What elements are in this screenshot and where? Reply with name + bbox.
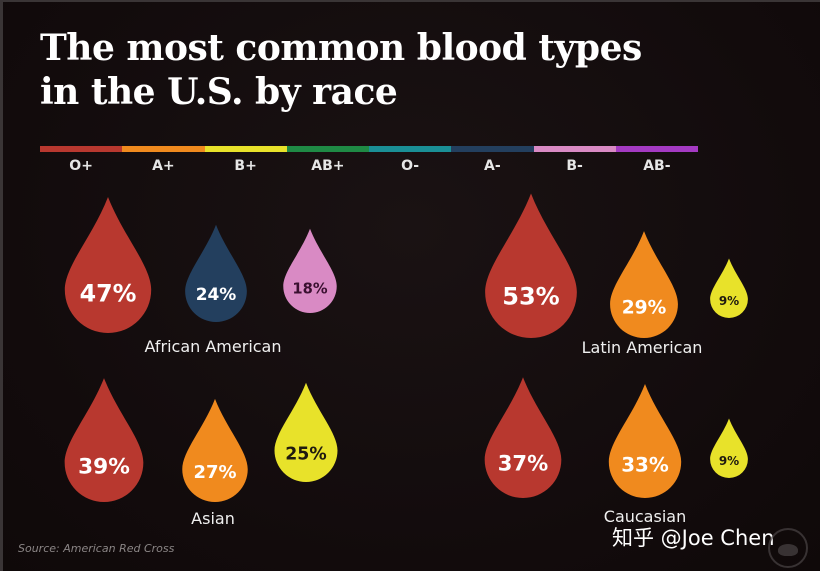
frame-border-left — [0, 0, 3, 571]
blood-drop-african-american-1 — [64, 196, 152, 333]
drop-percent-label: 24% — [196, 285, 237, 305]
legend-label: B- — [566, 158, 583, 174]
drop-percent-label: 18% — [292, 280, 327, 297]
legend-swatch-b-neg — [533, 146, 616, 152]
chart-title-line-1: The most common blood types — [40, 27, 642, 69]
group-label-african-american: African American — [144, 337, 282, 356]
watermark-logo-icon — [768, 528, 808, 568]
blood-drop-african-american-2 — [185, 224, 247, 322]
legend-label: O+ — [69, 158, 93, 174]
blood-drop-african-american-3 — [283, 228, 337, 313]
blood-drop-asian-3 — [274, 382, 338, 483]
drop-percent-label: 39% — [78, 454, 130, 479]
legend-label: A+ — [152, 158, 175, 174]
legend-swatch-ab-negpos — [286, 146, 369, 152]
legend-swatch-b-negpos — [204, 146, 287, 152]
blood-drop-latin-american-3 — [710, 258, 748, 319]
blood-drop-asian-2 — [182, 398, 248, 502]
drop-percent-label: 37% — [498, 450, 548, 475]
blood-drop-latin-american-2 — [610, 231, 678, 338]
legend-swatch-a-negpos — [122, 146, 205, 152]
chart-title-line-2: in the U.S. by race — [40, 71, 398, 113]
frame-border-top — [0, 0, 820, 2]
legend-swatch-o-negpos — [40, 146, 123, 152]
drop-percent-label: 27% — [193, 462, 236, 483]
legend-label: O- — [401, 158, 420, 174]
group-label-asian: Asian — [191, 509, 235, 528]
legend-label: B+ — [234, 158, 257, 174]
chart-title: The most common blood types in the U.S. … — [40, 26, 642, 114]
legend-swatch-a-neg — [451, 146, 534, 152]
blood-drop-asian-1 — [64, 378, 144, 503]
drop-percent-label: 9% — [719, 294, 739, 308]
group-label-latin-american: Latin American — [581, 338, 703, 357]
legend-swatch-ab-neg — [615, 146, 698, 152]
watermark-text: 知乎 @Joe Chen — [612, 526, 775, 550]
blood-drop-caucasian-1 — [484, 377, 562, 498]
blood-drop-caucasian-2 — [608, 383, 682, 498]
legend-color-bar — [40, 146, 698, 152]
blood-drop-latin-american-1 — [485, 193, 577, 338]
drop-percent-label: 25% — [285, 444, 326, 464]
legend-label: AB- — [643, 158, 671, 174]
legend-label: A- — [484, 158, 501, 174]
blood-drop-caucasian-3 — [710, 418, 748, 479]
drop-percent-label: 9% — [719, 454, 739, 468]
drop-percent-label: 33% — [621, 454, 669, 477]
legend-swatch-o-neg — [369, 146, 452, 152]
drop-percent-label: 29% — [622, 298, 667, 319]
drop-percent-label: 47% — [80, 279, 137, 307]
legend-labels: O+ A+ B+ AB+ O- A- B- AB- — [40, 158, 698, 174]
source-note: Source: American Red Cross — [18, 542, 175, 555]
drop-percent-label: 53% — [502, 283, 559, 311]
legend-label: AB+ — [311, 158, 345, 174]
group-label-caucasian: Caucasian — [603, 507, 687, 526]
